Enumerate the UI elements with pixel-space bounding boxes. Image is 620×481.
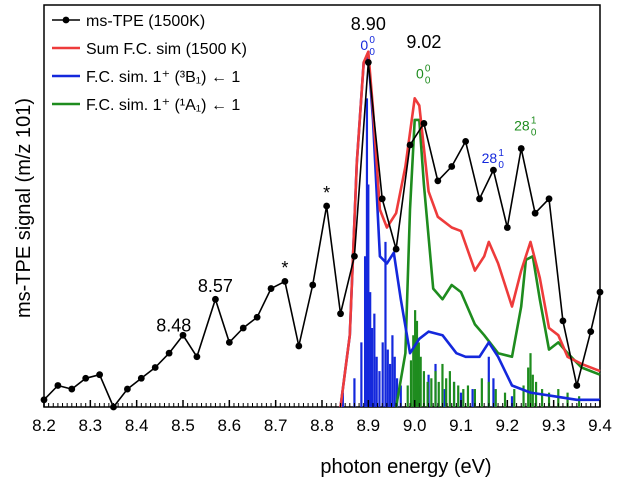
assignment-mode: 0	[416, 66, 424, 82]
data-point	[364, 59, 372, 66]
peak-energy-label: 8.90	[351, 14, 386, 34]
data-point	[40, 396, 48, 404]
data-point	[165, 349, 173, 357]
data-point	[137, 374, 145, 382]
plot-frame	[43, 4, 601, 408]
data-point	[476, 195, 483, 203]
data-point	[573, 382, 581, 389]
x-tick-label: 8.2	[32, 416, 56, 435]
x-tick-label: 9.3	[542, 416, 566, 435]
legend-label: F.C. sim. 1⁺ (¹A₁) ← 1	[86, 97, 240, 114]
stick-group-0	[341, 98, 514, 407]
series-line-3	[394, 118, 601, 408]
legend-item-1: Sum F.C. sim (1500 K)	[52, 41, 247, 58]
data-point	[448, 163, 456, 170]
legend-label: F.C. sim. 1⁺ (³B₁) ← 1	[86, 69, 240, 86]
legend-item-0: ms-TPE (1500K)	[52, 13, 205, 30]
x-tick-label: 8.9	[357, 416, 381, 435]
data-point	[212, 295, 219, 303]
data-point	[239, 324, 247, 332]
assignment-superscript: 0	[369, 35, 375, 46]
legend-marker	[62, 16, 70, 24]
data-point	[517, 145, 525, 152]
data-point	[151, 364, 159, 371]
series-line-0	[43, 61, 601, 408]
axes: 8.2 8.3 8.4 8.5 8.6 8.7 8.8 8.9 9.0 9.1 9.2 9.3 9.4	[32, 400, 612, 435]
x-tick-label: 8.4	[125, 416, 149, 435]
x-axis-title: photon energy (eV)	[320, 456, 491, 478]
data-point	[378, 195, 386, 203]
peak-energy-label: 9.02	[406, 32, 441, 52]
peak-energy-label: 8.48	[156, 316, 191, 336]
data-point	[531, 209, 539, 217]
x-tick-label: 8.6	[218, 416, 242, 435]
assignment-superscript: 1	[531, 116, 537, 127]
vibronic-assignment: 28 10	[482, 148, 505, 171]
data-point	[545, 195, 553, 203]
data-point	[392, 245, 400, 253]
data-point	[281, 277, 289, 285]
peak-energy-label: 8.57	[198, 276, 233, 296]
series-markers	[40, 59, 604, 411]
x-tick-label: 9.0	[403, 416, 427, 435]
legend: ms-TPE (1500K) Sum F.C. sim (1500 K) F.C. …	[52, 13, 247, 114]
data-point	[462, 137, 470, 145]
assignment-subscript: 0	[531, 128, 537, 139]
data-point	[559, 317, 567, 325]
vibronic-assignment: 0 00	[416, 64, 431, 87]
vibronic-assignment: 28 10	[514, 116, 537, 139]
x-tick-label: 8.8	[310, 416, 334, 435]
data-point	[406, 141, 414, 149]
data-point	[490, 166, 497, 174]
series-line-2	[339, 53, 600, 408]
x-tick-label: 8.7	[264, 416, 288, 435]
vibronic-assignment: 0 00	[360, 35, 375, 58]
legend-label: Sum F.C. sim (1500 K)	[86, 41, 247, 58]
assignment-subscript: 0	[425, 76, 431, 87]
x-tick-label: 9.4	[588, 416, 612, 435]
data-point	[124, 385, 131, 393]
data-point	[503, 224, 511, 231]
x-tick-label: 9.2	[496, 416, 520, 435]
x-tick-label: 8.3	[79, 416, 103, 435]
legend-item-3: F.C. sim. 1⁺ (¹A₁) ← 1	[52, 97, 240, 114]
plot-area	[43, 4, 601, 408]
data-point	[68, 385, 76, 393]
assignment-superscript: 0	[425, 64, 431, 75]
x-tick-label: 9.1	[449, 416, 473, 435]
x-tick-label: 8.5	[171, 416, 195, 435]
assignment-superscript: 1	[498, 148, 504, 159]
data-point	[295, 342, 303, 350]
data-point	[596, 288, 604, 296]
legend-item-2: F.C. sim. 1⁺ (³B₁) ← 1	[52, 69, 240, 86]
data-point	[587, 328, 595, 336]
assignment-mode: 28	[514, 118, 530, 134]
asterisk-marker: *	[281, 258, 288, 278]
data-point	[309, 281, 317, 289]
data-point	[179, 331, 187, 339]
data-point	[351, 252, 358, 260]
data-point	[420, 120, 428, 127]
data-point	[323, 202, 331, 210]
assignment-subscript: 0	[369, 47, 375, 58]
data-point	[337, 310, 344, 318]
assignment-mode: 28	[482, 150, 498, 166]
data-point	[267, 285, 275, 292]
series-lines	[43, 50, 601, 408]
data-point	[54, 382, 62, 389]
data-point	[225, 338, 233, 346]
assignment-mode: 0	[360, 37, 368, 53]
data-point	[82, 374, 90, 382]
data-point	[253, 313, 261, 321]
assignment-subscript: 0	[498, 160, 504, 171]
data-point	[96, 371, 103, 379]
legend-label: ms-TPE (1500K)	[86, 13, 205, 30]
y-axis-title: ms-TPE signal (m/z 101)	[13, 98, 35, 318]
asterisk-marker: *	[323, 183, 330, 203]
stick-spectra	[341, 98, 581, 407]
data-point	[193, 353, 201, 361]
data-point	[434, 177, 442, 185]
